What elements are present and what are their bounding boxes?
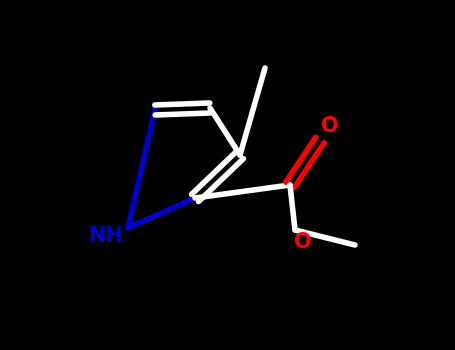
- Text: O: O: [321, 116, 339, 136]
- Text: O: O: [294, 232, 312, 252]
- Text: NH: NH: [89, 226, 123, 246]
